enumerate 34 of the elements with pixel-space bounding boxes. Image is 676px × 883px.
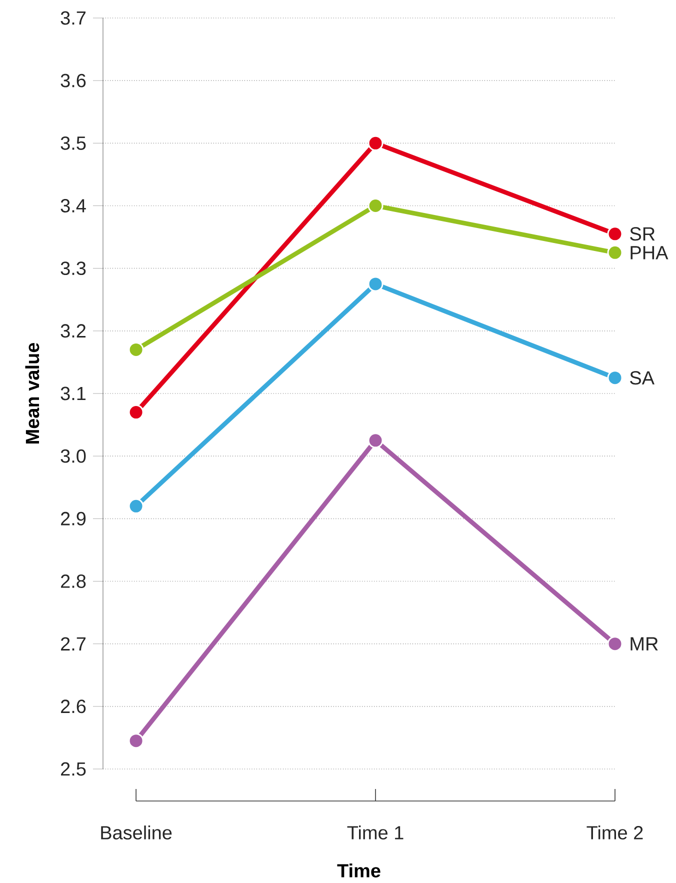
y-tick-label: 2.6 bbox=[61, 700, 86, 714]
x-tick-label: Baseline bbox=[101, 826, 172, 840]
point bbox=[128, 342, 144, 358]
y-tick-label: 3.7 bbox=[60, 11, 86, 25]
y-tick-label: 2.9 bbox=[61, 512, 86, 526]
series-label: MR bbox=[630, 637, 658, 650]
y-tick-label: 2.7 bbox=[61, 637, 86, 650]
point bbox=[607, 370, 623, 386]
series-label: SR bbox=[630, 227, 655, 241]
point bbox=[607, 226, 623, 242]
y-tick-label: 3.3 bbox=[60, 262, 86, 276]
point bbox=[368, 135, 384, 151]
point bbox=[607, 244, 623, 260]
y-tick-label: 3.0 bbox=[60, 449, 86, 463]
y-axis-title: Mean value bbox=[25, 342, 40, 444]
point bbox=[607, 636, 623, 652]
point bbox=[368, 276, 384, 292]
point bbox=[128, 404, 144, 420]
point bbox=[128, 733, 144, 749]
y-tick-label: 3.2 bbox=[60, 324, 86, 338]
series-label: PHA bbox=[630, 246, 668, 260]
y-tick-label: 3.1 bbox=[60, 386, 86, 400]
series-label: SA bbox=[630, 371, 654, 385]
y-tick-label: 2.8 bbox=[61, 574, 86, 588]
y-tick-label: 3.6 bbox=[60, 74, 86, 88]
point bbox=[368, 198, 384, 214]
point bbox=[128, 498, 144, 514]
x-tick-label: Time 2 bbox=[586, 826, 643, 840]
point bbox=[368, 432, 384, 448]
x-axis-title: Time bbox=[337, 864, 380, 878]
y-tick-label: 2.5 bbox=[61, 762, 86, 776]
y-tick-label: 3.5 bbox=[60, 136, 86, 150]
x-tick-label: Time 1 bbox=[347, 826, 404, 840]
y-tick-label: 3.4 bbox=[60, 199, 86, 212]
